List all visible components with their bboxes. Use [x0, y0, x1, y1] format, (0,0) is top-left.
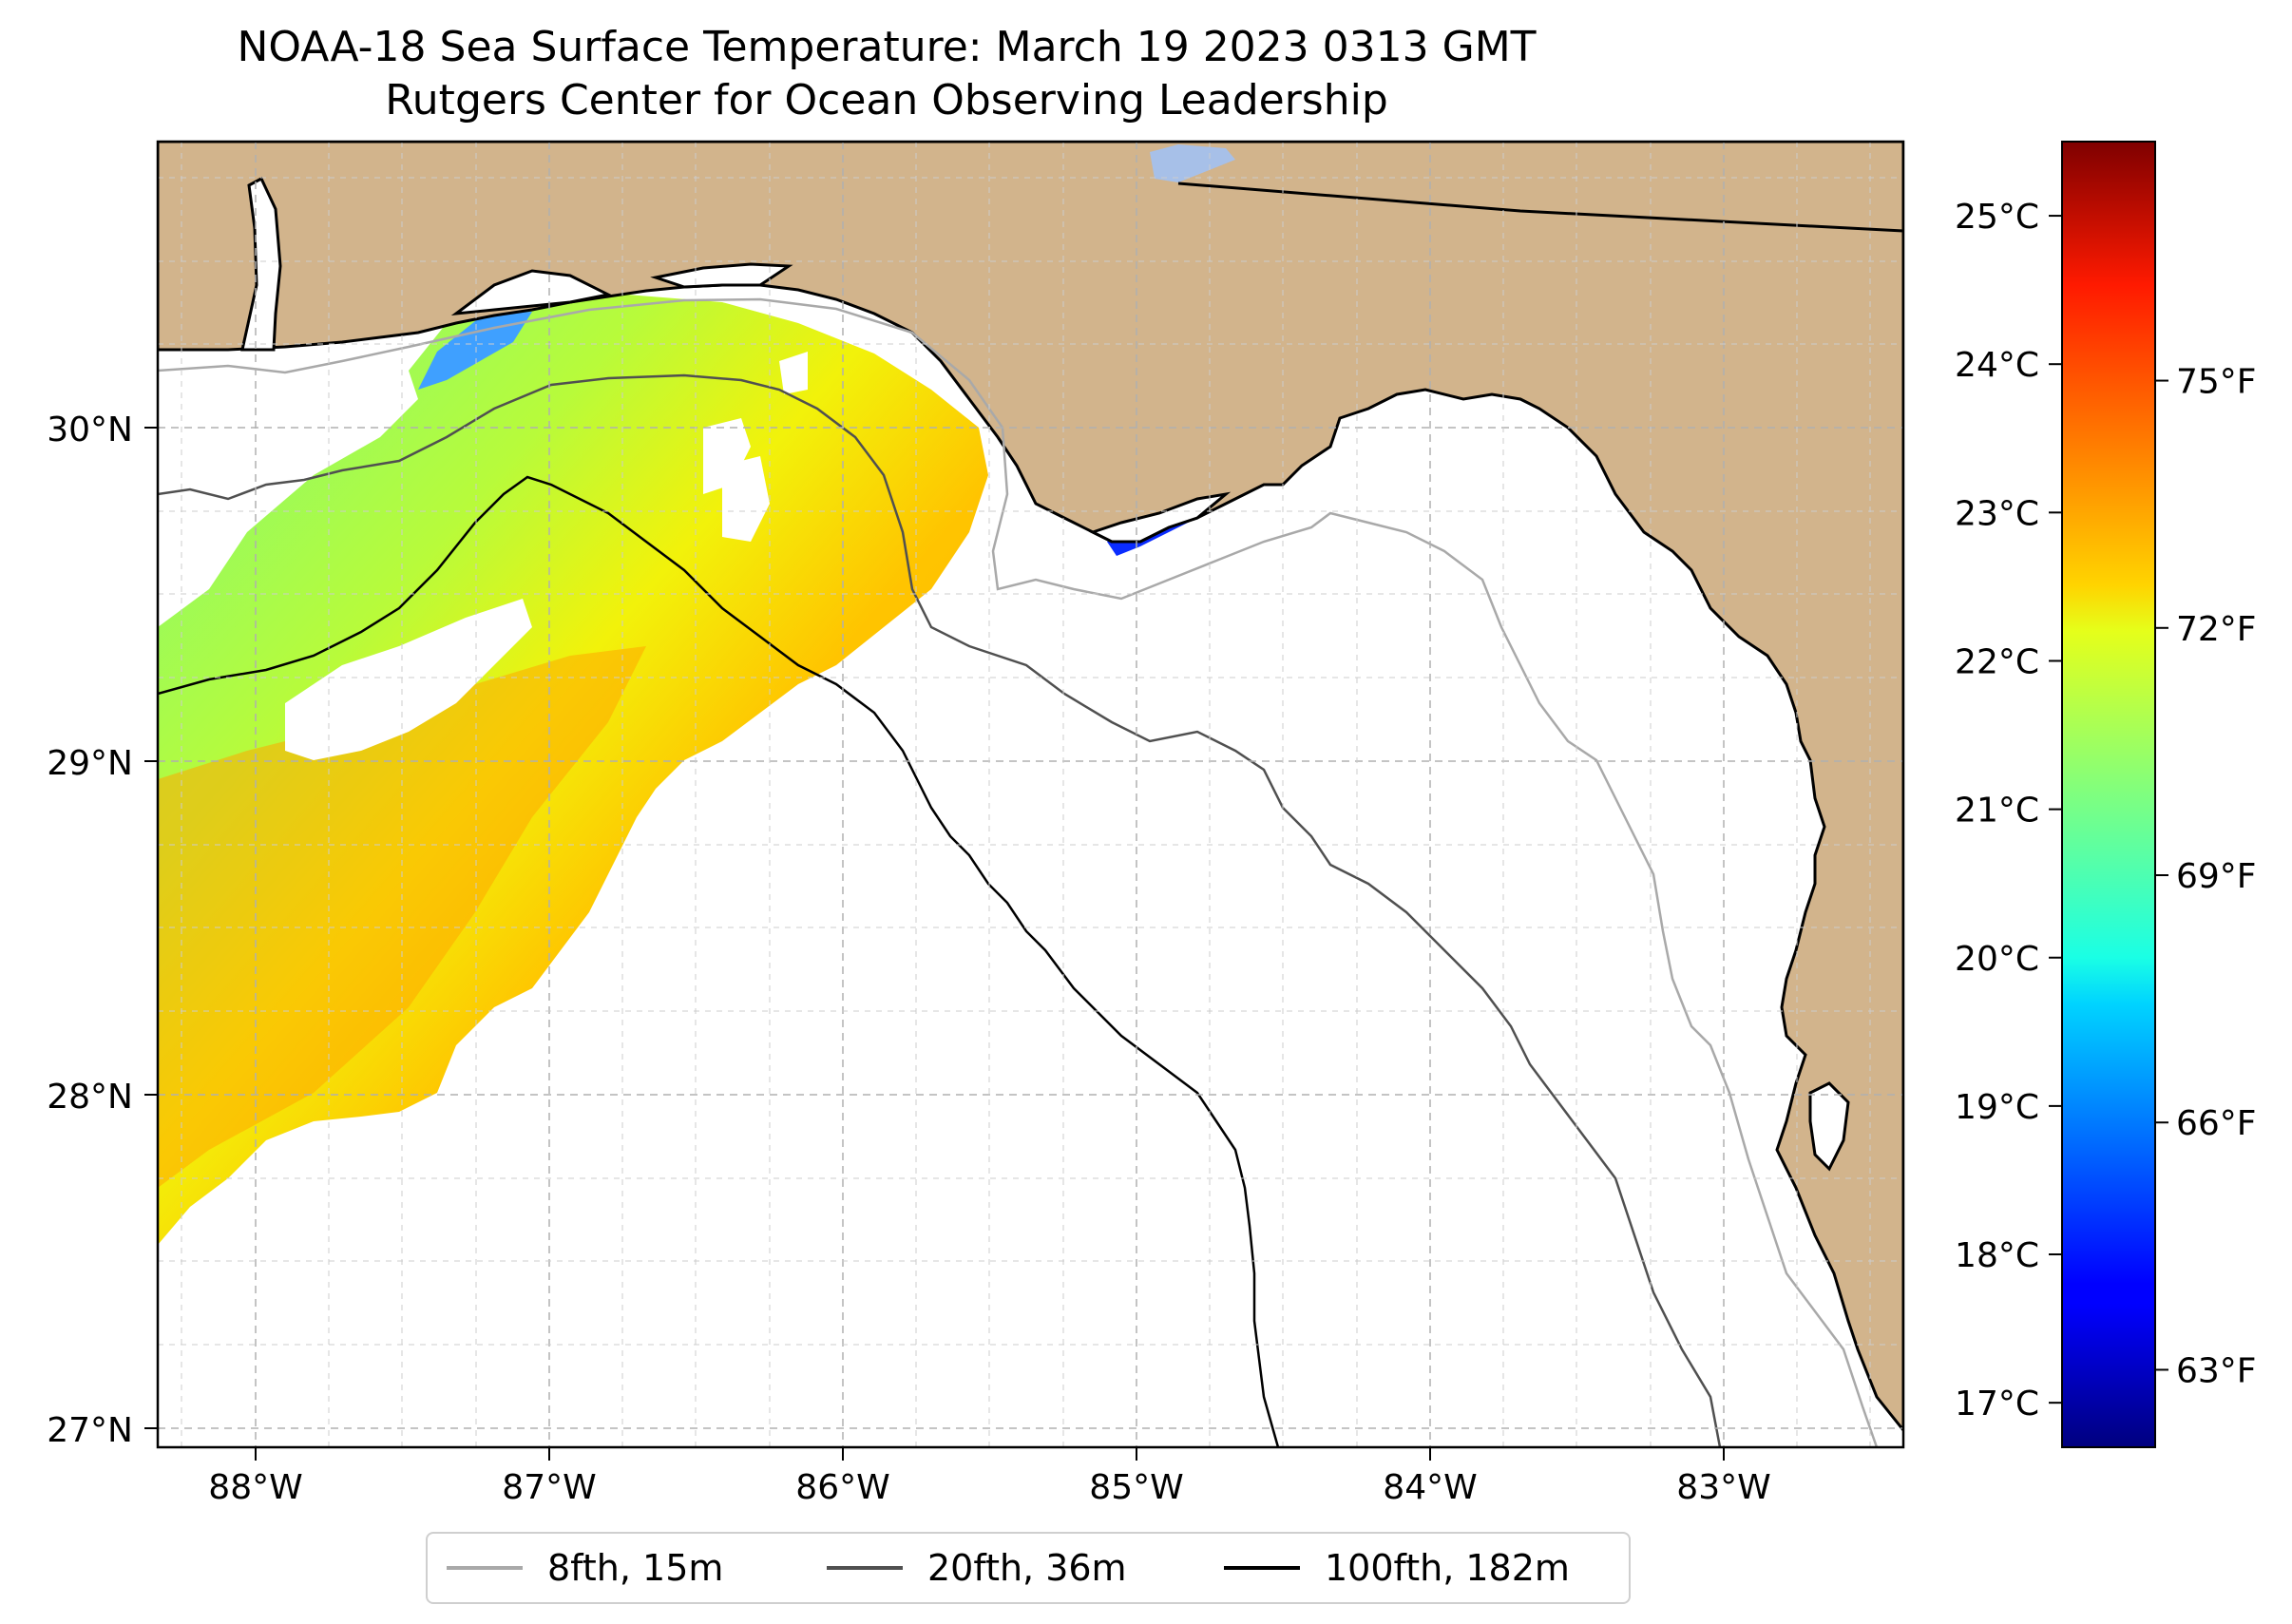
- colorbar-celsius-label: 22°C: [1955, 642, 2039, 681]
- colorbar-celsius-label: 17°C: [1955, 1385, 2039, 1423]
- lat-label-27: 27°N: [47, 1411, 133, 1450]
- tampa-bay: [1808, 1081, 1850, 1172]
- land: [158, 142, 1903, 1433]
- colorbar-celsius-label: 24°C: [1955, 346, 2039, 385]
- pensacola-bay: [450, 269, 613, 316]
- colorbar-celsius-label: 21°C: [1955, 792, 2039, 831]
- map-gridlines: [158, 142, 1903, 1447]
- legend-item-100fth: 100fth, 182m: [1224, 1534, 1570, 1602]
- colorbar-fahrenheit-label: 66°F: [2176, 1104, 2257, 1143]
- lake-seminole: [1150, 144, 1235, 182]
- sst-cloud-gap-4: [779, 352, 808, 394]
- map-frame: [156, 140, 1905, 1449]
- contour-100fth: [158, 475, 1280, 1447]
- map-ticks: [144, 427, 1725, 1461]
- lon-label-86w: 86°W: [795, 1468, 889, 1507]
- map-panel: [156, 140, 1905, 1449]
- legend-label-20fth: 20fth, 36m: [927, 1547, 1127, 1589]
- legend: 8fth, 15m 20fth, 36m 100fth, 182m: [426, 1532, 1631, 1604]
- lon-label-85w: 85°W: [1089, 1468, 1183, 1507]
- colorbar-fahrenheit-label: 69°F: [2176, 857, 2257, 896]
- colorbar-celsius-label: 18°C: [1955, 1236, 2039, 1275]
- chart-title: NOAA-18 Sea Surface Temperature: March 1…: [237, 23, 1537, 71]
- state-boundary: [1177, 182, 1903, 233]
- legend-swatch-8fth: [447, 1566, 523, 1570]
- sst-cold-patch-3: [418, 312, 532, 390]
- colorbar-celsius-label: 20°C: [1955, 940, 2039, 979]
- legend-item-8fth: 8fth, 15m: [447, 1534, 723, 1602]
- colorbar-frame: [2061, 141, 2156, 1448]
- colorbar-gradient: [2062, 142, 2155, 1447]
- colorbar-fahrenheit-axis: 75°F 72°F 69°F 66°F 63°F: [2155, 363, 2257, 1390]
- lat-label-28: 28°N: [47, 1078, 133, 1117]
- lat-label-30: 30°N: [47, 411, 133, 449]
- colorbar-celsius-label: 23°C: [1955, 494, 2039, 533]
- sst-cloud-gap-2: [703, 418, 751, 494]
- sst-cloud-gap-1: [285, 599, 532, 760]
- colorbar-celsius-label: 25°C: [1955, 198, 2039, 237]
- colorbar: [2061, 141, 2156, 1448]
- legend-swatch-100fth: [1224, 1566, 1300, 1570]
- legend-label-8fth: 8fth, 15m: [547, 1547, 724, 1589]
- legend-label-100fth: 100fth, 182m: [1325, 1547, 1570, 1589]
- apalachicola-bay: [1089, 491, 1232, 544]
- contour-8fth: [158, 297, 1879, 1447]
- colorbar-fahrenheit-label: 75°F: [2176, 363, 2257, 402]
- lat-label-29: 29°N: [47, 744, 133, 783]
- map-minor-gridlines: [158, 142, 1903, 1447]
- lon-label-83w: 83°W: [1676, 1468, 1770, 1507]
- colorbar-celsius-label: 19°C: [1955, 1088, 2039, 1127]
- legend-item-20fth: 20fth, 36m: [827, 1534, 1127, 1602]
- contour-20fth: [158, 373, 1722, 1447]
- colorbar-celsius-axis: 25°C 24°C 23°C 22°C 21°C 20°C 19°C 18°C 17°C: [1955, 198, 2062, 1423]
- colorbar-fahrenheit-label: 72°F: [2176, 610, 2257, 649]
- sst-cloud-gap-3: [722, 456, 770, 542]
- chart-subtitle: Rutgers Center for Ocean Observing Leade…: [385, 76, 1388, 124]
- legend-swatch-20fth: [827, 1566, 903, 1570]
- lon-label-88w: 88°W: [208, 1468, 302, 1507]
- colorbar-fahrenheit-label: 63°F: [2176, 1351, 2257, 1390]
- mobile-bay: [240, 176, 282, 352]
- lon-label-87w: 87°W: [502, 1468, 596, 1507]
- choctawhatchee-bay: [650, 262, 793, 289]
- lon-label-84w: 84°W: [1383, 1468, 1477, 1507]
